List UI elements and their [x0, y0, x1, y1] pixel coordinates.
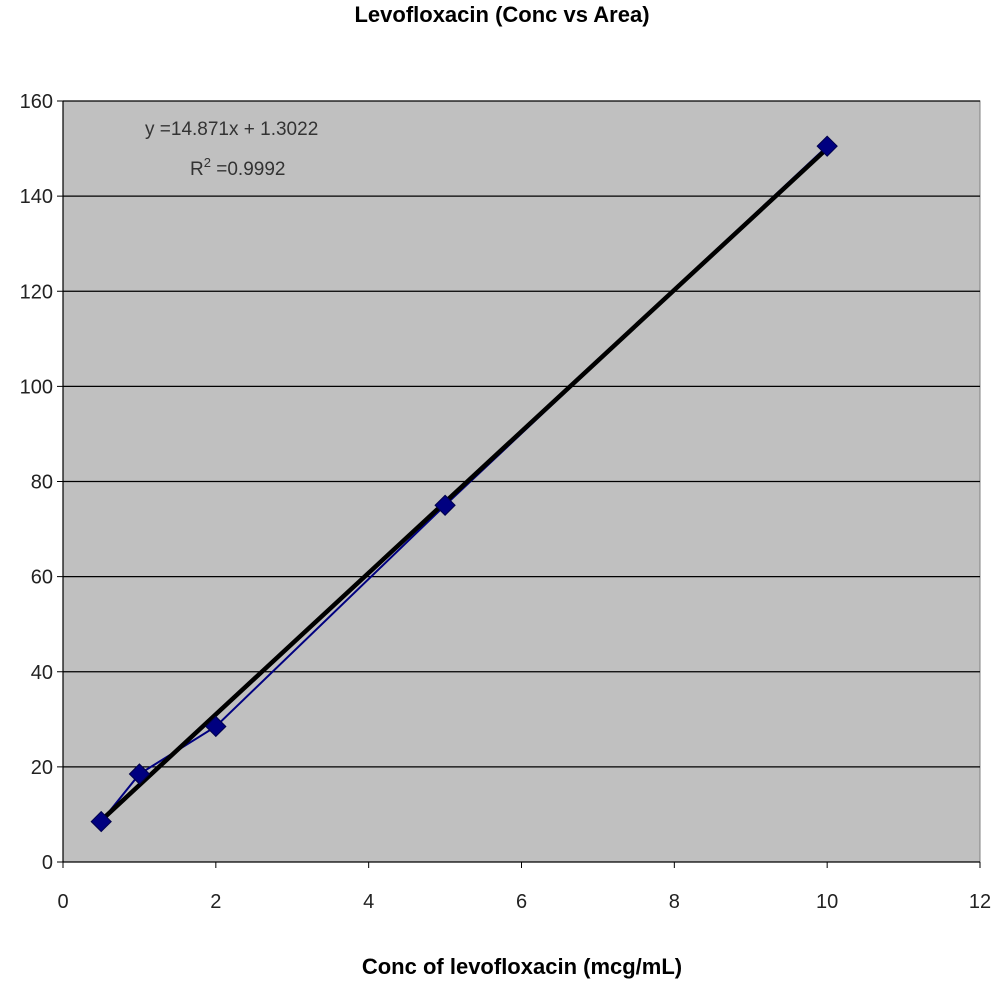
- y-tick-labels: 0 20 40 60 80 100 120 140 160: [20, 91, 53, 874]
- x-tick-label-12: 12: [969, 891, 991, 913]
- y-tick-label-80: 80: [31, 472, 53, 494]
- y-tick-label-140: 140: [20, 186, 53, 208]
- y-tick-label-120: 120: [20, 281, 53, 303]
- r-squared-label: R2 =0.9992: [190, 155, 285, 180]
- data-point-3: [205, 715, 227, 738]
- x-tick-label-2: 2: [210, 891, 221, 913]
- axes: [57, 100, 981, 868]
- y-tick-label-0: 0: [42, 852, 53, 874]
- x-tick-label-6: 6: [516, 891, 527, 913]
- y-tick-label-100: 100: [20, 376, 53, 398]
- r-squared-prefix: R: [190, 159, 204, 180]
- r-squared-value: =0.9992: [211, 159, 286, 180]
- x-tick-label-8: 8: [669, 891, 680, 913]
- data-markers: [90, 135, 838, 833]
- y-tick-label-60: 60: [31, 567, 53, 589]
- y-tick-label-160: 160: [20, 91, 53, 113]
- x-tick-labels: 0 2 4 6 8 10 12: [57, 891, 991, 913]
- data-point-5: [816, 135, 838, 157]
- data-point-2: [128, 763, 151, 785]
- x-tick-label-4: 4: [363, 891, 374, 913]
- x-tick-label-0: 0: [57, 891, 68, 913]
- data-point-4: [434, 494, 456, 516]
- chart-title: Levofloxacin (Conc vs Area): [354, 2, 649, 27]
- data-point-1: [90, 810, 112, 833]
- trendline-group: [99, 146, 829, 823]
- r-squared-superscript: 2: [204, 155, 211, 170]
- y-tick-label-20: 20: [31, 757, 53, 779]
- gridlines: [63, 100, 980, 768]
- x-axis-title: Conc of levofloxacin (mcg/mL): [362, 954, 682, 979]
- trendline: [99, 146, 829, 823]
- y-tick-label-40: 40: [31, 662, 53, 684]
- trendline-equation: y =14.871x + 1.3022: [145, 119, 318, 140]
- x-tick-label-10: 10: [816, 891, 838, 913]
